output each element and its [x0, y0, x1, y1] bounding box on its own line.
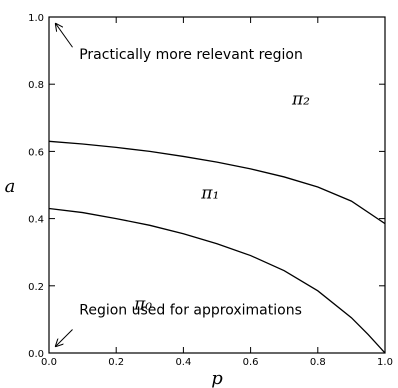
- x-axis-ticks: 0.0 0.2 0.4 0.6 0.8 1.0: [41, 17, 393, 368]
- y-tick-label: 0.8: [28, 80, 44, 91]
- plot-frame: [48, 16, 386, 354]
- y-tick-label: 0.2: [28, 282, 44, 293]
- x-tick-label: 0.6: [243, 357, 259, 368]
- y-tick-label: 0.4: [28, 215, 44, 226]
- x-axis-label: p: [211, 368, 223, 388]
- boundary-curves: [48, 140, 386, 354]
- x-tick-label: 0.4: [175, 357, 191, 368]
- x-tick-label: 0.2: [108, 357, 124, 368]
- y-tick-label: 0.6: [28, 147, 44, 158]
- annotation-text: Region used for approximations: [79, 302, 302, 318]
- annotation-arrow: [56, 24, 73, 48]
- y-tick-label: 0.0: [28, 349, 44, 360]
- y-tick-label: 1.0: [28, 13, 44, 24]
- region-label: π₁: [200, 183, 219, 203]
- boundary-curve-1: [48, 140, 386, 225]
- boundary-curve-0: [48, 207, 386, 354]
- annotations: Practically more relevant region Region u…: [56, 24, 303, 347]
- y-axis-label: a: [5, 176, 16, 197]
- annotation-arrow: [56, 329, 73, 346]
- y-axis-ticks: 0.0 0.2 0.4 0.6 0.8 1.0: [28, 13, 385, 360]
- annotation-text: Practically more relevant region: [79, 47, 303, 63]
- region-label: π₂: [291, 89, 310, 109]
- x-tick-label: 0.0: [41, 357, 57, 368]
- region-labels: π₀ π₁ π₂: [133, 89, 310, 314]
- x-tick-label: 1.0: [377, 357, 393, 368]
- x-tick-label: 0.8: [310, 357, 326, 368]
- region-label: π₀: [133, 294, 152, 314]
